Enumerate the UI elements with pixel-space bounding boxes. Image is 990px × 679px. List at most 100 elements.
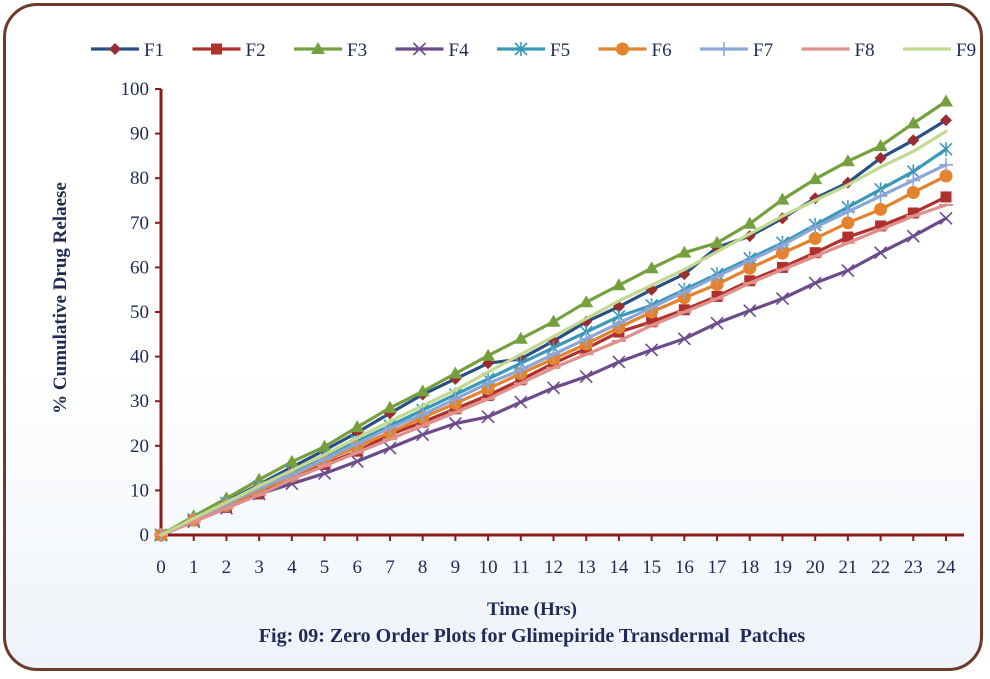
data-point [646, 316, 658, 328]
data-point [612, 355, 626, 369]
data-point [906, 173, 921, 188]
data-point [350, 420, 365, 433]
data-point [809, 247, 821, 259]
y-tick-label: 90 [130, 124, 149, 145]
legend-label: F7 [753, 40, 773, 61]
data-point [448, 391, 463, 406]
y-tick-label: 100 [121, 79, 150, 100]
chart-title: Fig: 09: Zero Order Plots for Glimepirid… [259, 625, 806, 647]
data-point [383, 441, 397, 455]
y-tick-label: 10 [130, 480, 149, 501]
series-f4 [154, 211, 953, 542]
data-point [940, 191, 952, 203]
data-point [775, 238, 790, 253]
x-tick-label: 13 [577, 557, 596, 578]
legend-label: F5 [550, 40, 570, 61]
data-point [546, 347, 561, 362]
data-point [382, 400, 397, 413]
data-point [415, 384, 430, 397]
data-point [482, 389, 494, 401]
data-point [252, 472, 267, 485]
data-point [579, 370, 593, 384]
legend-label: F8 [855, 40, 875, 61]
data-point [645, 343, 659, 357]
data-point [546, 314, 561, 327]
x-tick-label: 16 [675, 557, 694, 578]
legend-item-f1: F1 [91, 40, 164, 61]
x-tick-label: 7 [385, 557, 395, 578]
legend-item-f6: F6 [598, 40, 672, 61]
data-point [875, 220, 887, 232]
data-point [742, 216, 757, 229]
data-point [382, 420, 397, 435]
legend-marker [211, 43, 222, 55]
legend-item-f4: F4 [395, 40, 470, 61]
data-point [711, 290, 723, 302]
series-line-f1 [159, 118, 948, 537]
data-point [513, 331, 528, 344]
y-tick-label: 70 [130, 213, 149, 234]
legend-item-f7: F7 [700, 40, 773, 61]
data-point [906, 229, 920, 243]
x-tick-label: 11 [512, 557, 530, 578]
legend: F1 F2 F3 F4 F5 F6 F7 F8 F9 [91, 40, 976, 61]
legend-item-f9: F9 [903, 40, 976, 61]
data-point [448, 366, 463, 379]
legend-item-f5: F5 [497, 40, 570, 61]
y-tick-label: 60 [130, 257, 149, 278]
legend-label: F9 [956, 40, 976, 61]
data-point [841, 263, 855, 278]
x-tick-label: 18 [740, 557, 759, 578]
legend-label: F2 [246, 40, 266, 61]
data-point [907, 134, 920, 147]
data-point [546, 381, 561, 395]
series-line-f9 [159, 129, 948, 537]
data-point [710, 316, 724, 330]
data-point [677, 332, 691, 346]
data-point [611, 316, 626, 331]
data-point [284, 454, 299, 467]
data-point [808, 231, 822, 245]
legend-label: F4 [449, 40, 470, 61]
x-tick-label: 5 [320, 557, 330, 578]
data-point [677, 284, 692, 299]
legend-label: F1 [144, 40, 164, 61]
data-point [742, 253, 757, 268]
data-point [874, 202, 888, 216]
y-tick-label: 40 [130, 347, 149, 368]
series-f9 [159, 129, 948, 537]
data-point [808, 172, 823, 185]
data-point [448, 416, 462, 431]
data-point [775, 292, 790, 306]
legend-label: F3 [347, 40, 367, 61]
x-tick-label: 9 [451, 557, 461, 578]
legend-marker [109, 43, 121, 55]
data-point [317, 439, 332, 452]
data-point [841, 216, 855, 230]
data-point [808, 276, 822, 290]
data-point [611, 278, 626, 291]
data-point [513, 362, 528, 377]
legend-marker [717, 42, 731, 56]
data-point [744, 275, 756, 287]
data-point [415, 407, 430, 422]
y-tick-label: 20 [130, 436, 149, 457]
data-point [873, 189, 888, 204]
y-tick-label: 0 [140, 525, 150, 546]
data-point [939, 94, 953, 107]
x-axis-ticks: 0 1 2 3 4 5 6 7 8 9 10 11 12 13 14 15 16 17 18 19 20 21 22 23 24 [156, 535, 956, 578]
x-tick-label: 21 [838, 557, 857, 578]
data-point [939, 169, 953, 183]
data-point [874, 152, 887, 165]
y-axis-title: % Cumulative Drug Relaese [50, 182, 71, 414]
data-point [906, 116, 921, 129]
x-tick-label: 8 [418, 557, 428, 578]
data-point [842, 231, 854, 243]
x-tick-label: 24 [937, 557, 957, 578]
data-point [350, 454, 364, 468]
x-tick-label: 14 [609, 557, 629, 578]
data-point [775, 192, 790, 205]
x-tick-label: 1 [189, 557, 199, 578]
data-point [416, 428, 430, 442]
